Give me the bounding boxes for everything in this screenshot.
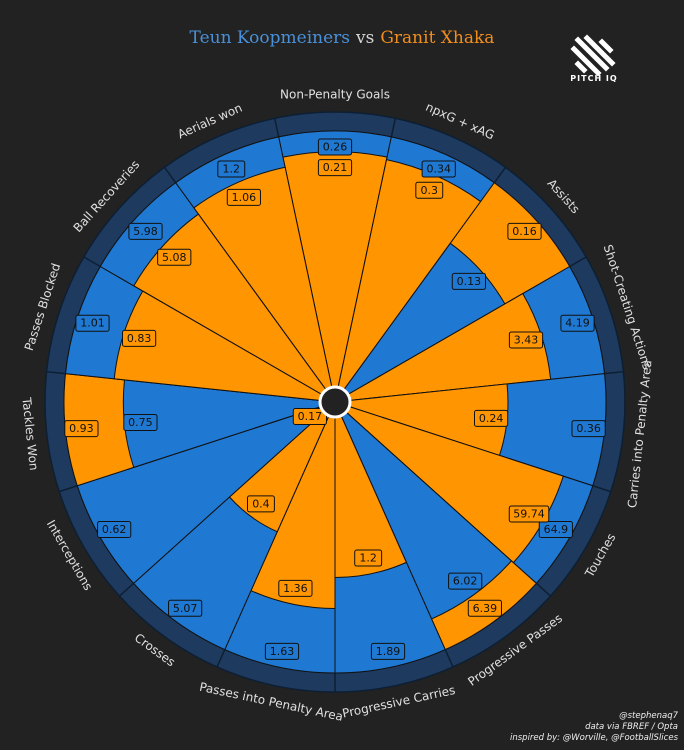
player1-value-box bbox=[168, 599, 203, 617]
player1-value-box bbox=[571, 420, 606, 438]
player1-value-label: 1.63 bbox=[270, 645, 295, 658]
player2-value-label: 0.4 bbox=[252, 497, 270, 510]
player2-value-box bbox=[226, 188, 261, 206]
player1-value-box bbox=[451, 272, 486, 290]
player1-value-label: 0.26 bbox=[323, 141, 348, 154]
pitch-iq-logo-text: PITCH IQ bbox=[570, 74, 618, 83]
player2-value-box bbox=[508, 331, 544, 349]
credits-source: data via FBREF / Opta bbox=[585, 722, 678, 732]
player2-value-label: 0.16 bbox=[512, 225, 537, 238]
category-label: Non-Penalty Goals bbox=[280, 88, 390, 102]
ring-divider bbox=[273, 118, 280, 138]
player1-value-box bbox=[128, 222, 163, 240]
player2-value-box bbox=[317, 159, 353, 177]
ring-divider bbox=[163, 166, 177, 184]
player2-value-label: 6.39 bbox=[473, 602, 498, 615]
player1-value-label: 0.36 bbox=[576, 422, 601, 435]
player1-value-label: 6.02 bbox=[453, 575, 478, 588]
player1-value-box bbox=[448, 572, 483, 590]
player1-value-label: 0.75 bbox=[128, 416, 153, 429]
center-hub bbox=[318, 385, 352, 419]
player2-value-label: 5.08 bbox=[162, 251, 187, 264]
ring-divider bbox=[444, 649, 454, 668]
player2-value-label: 0.17 bbox=[298, 410, 323, 423]
player1-value-box bbox=[264, 642, 300, 660]
chart-title: Teun Koopmeiners vs Granit Xhaka bbox=[0, 28, 684, 48]
pitch-iq-logo bbox=[570, 34, 616, 77]
ring-divider bbox=[569, 256, 587, 268]
player1-name: Teun Koopmeiners bbox=[189, 28, 351, 48]
player2-value-label: 0.3 bbox=[421, 184, 439, 197]
player1-value-box bbox=[421, 160, 456, 178]
ring-divider bbox=[604, 370, 624, 375]
ring-divider bbox=[83, 256, 101, 268]
player1-value-box bbox=[317, 138, 353, 156]
player1-value-box bbox=[217, 160, 246, 178]
player1-value-label: 1.89 bbox=[376, 645, 401, 658]
player1-value-box bbox=[370, 642, 406, 660]
ring-divider bbox=[46, 370, 66, 375]
credits-author: @stephenaq7 bbox=[619, 711, 678, 721]
category-label: Carries into Penalty Area bbox=[625, 359, 654, 508]
ring-divider bbox=[58, 485, 78, 493]
player1-value-box bbox=[538, 521, 573, 538]
player2-value-box bbox=[292, 408, 327, 425]
ring-divider bbox=[390, 118, 397, 138]
player2-value-box bbox=[157, 248, 192, 266]
player1-value-label: 1.01 bbox=[80, 317, 105, 330]
category-label: Tackles Won bbox=[19, 396, 41, 471]
player1-value-box bbox=[560, 314, 595, 332]
player2-value-label: 59.74 bbox=[513, 508, 545, 521]
player2-value-box bbox=[246, 495, 275, 513]
player1-value-box bbox=[75, 314, 110, 332]
player2-value-label: 0.21 bbox=[323, 161, 348, 174]
player2-value-box bbox=[467, 599, 502, 617]
player2-value-box bbox=[415, 181, 444, 199]
player1-value-box bbox=[97, 521, 132, 538]
credits: @stephenaq7 data via FBREF / Opta inspir… bbox=[510, 711, 678, 744]
player1-value-label: 0.13 bbox=[457, 275, 482, 288]
player1-value-label: 4.19 bbox=[565, 317, 590, 330]
player2-value-label: 0.24 bbox=[479, 412, 504, 425]
player2-value-box bbox=[508, 505, 550, 523]
ring-divider bbox=[216, 649, 226, 668]
player2-value-box bbox=[278, 579, 313, 597]
player1-value-label: 5.07 bbox=[173, 602, 198, 615]
player2-value-label: 0.93 bbox=[69, 422, 94, 435]
ring-divider bbox=[493, 166, 507, 184]
player2-value-label: 1.2 bbox=[359, 552, 377, 565]
player2-name: Granit Xhaka bbox=[380, 28, 495, 48]
ring-divider bbox=[592, 485, 612, 493]
vs-text: vs bbox=[356, 28, 375, 48]
ring-divider bbox=[118, 582, 135, 597]
player2-value-box bbox=[64, 420, 99, 438]
player1-value-label: 1.2 bbox=[223, 163, 241, 176]
player2-value-box bbox=[507, 222, 542, 240]
player1-value-label: 64.9 bbox=[544, 523, 569, 536]
player2-value-label: 1.06 bbox=[232, 191, 257, 204]
player2-value-box bbox=[122, 329, 157, 347]
player2-value-box bbox=[474, 409, 509, 427]
player2-value-label: 0.83 bbox=[127, 332, 152, 345]
player2-value-label: 3.43 bbox=[514, 333, 539, 346]
player1-value-label: 0.62 bbox=[102, 523, 127, 536]
player1-value-label: 5.98 bbox=[133, 225, 158, 238]
player2-value-label: 1.36 bbox=[283, 582, 308, 595]
credits-inspiration: inspired by: @Worville, @FootballSlices bbox=[510, 733, 678, 743]
ring-divider bbox=[535, 582, 552, 597]
player1-value-box bbox=[123, 413, 158, 431]
player2-value-box bbox=[354, 549, 383, 567]
player1-value-label: 0.34 bbox=[426, 163, 451, 176]
